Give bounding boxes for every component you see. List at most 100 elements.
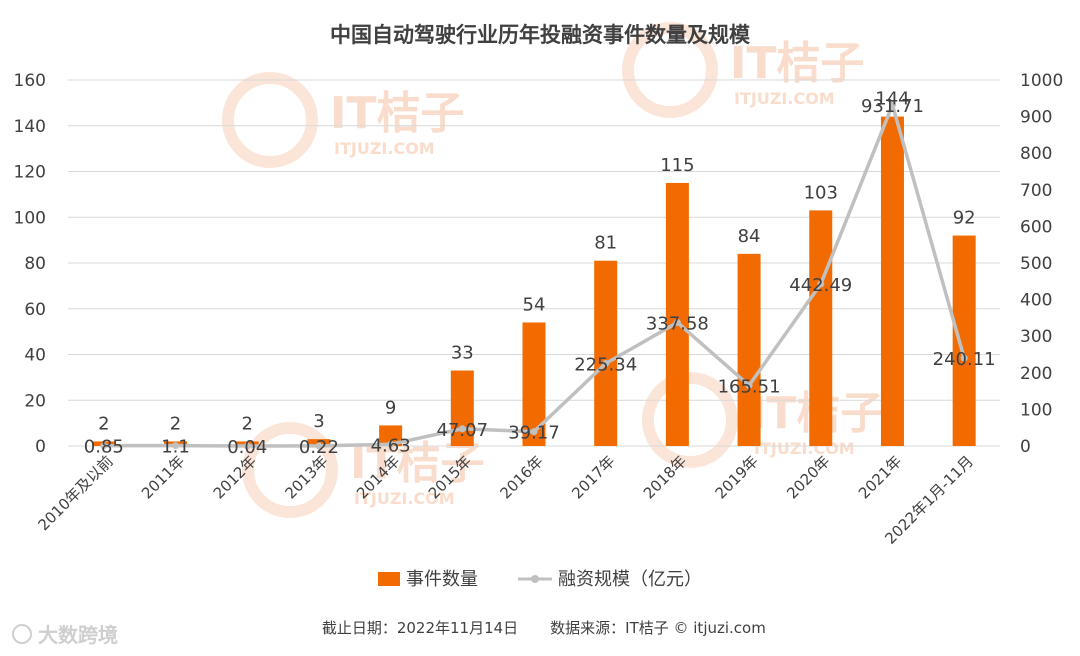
bar-data-labels: 2 2 2 3 9 33 54 81 115 84 103 144 92 [98, 89, 975, 435]
y-left-tick-label: 20 [24, 391, 46, 411]
line-value-label: 225.34 [574, 355, 637, 376]
line-point [673, 318, 681, 326]
line-value-label: 0.22 [299, 437, 339, 458]
bar-value-label: 2 [170, 413, 181, 434]
bar-value-label: 9 [385, 397, 396, 418]
y-left-tick-label: 100 [14, 208, 46, 228]
line-point [817, 280, 825, 288]
y-right-tick-label: 900 [1020, 108, 1052, 128]
legend-label-bar: 事件数量 [406, 569, 478, 590]
line-point [172, 442, 180, 450]
bar [379, 425, 403, 446]
y-left-tick-label: 160 [14, 71, 46, 91]
y-left-tick-label: 60 [24, 300, 46, 320]
y-right-tick-label: 0 [1020, 437, 1031, 457]
chart-title: 中国自动驾驶行业历年投融资事件数量及规模 [330, 23, 751, 47]
watermark-orange-icon [642, 372, 738, 468]
bar-value-label: 2 [242, 413, 253, 434]
bar [665, 182, 689, 446]
bar-value-label: 2 [98, 413, 109, 434]
line-value-label: 337.58 [646, 313, 709, 334]
line-point [530, 428, 538, 436]
watermark-brand: IT桔子 [730, 38, 864, 89]
line-point [100, 442, 108, 450]
y-right-tick-label: 700 [1020, 181, 1052, 201]
bar-value-label: 54 [523, 294, 546, 315]
y-right-tick-label: 100 [1020, 400, 1052, 420]
bar-value-label: 81 [594, 233, 617, 254]
y-axis-left: 0 20 40 60 80 100 120 140 160 [14, 71, 46, 457]
legend-label-line: 融资规模（亿元） [558, 569, 702, 590]
y-left-tick-label: 120 [14, 163, 46, 183]
x-tick-label: 2017年 [568, 452, 618, 502]
bar [522, 322, 546, 446]
legend: 事件数量 融资规模（亿元） [378, 569, 702, 590]
watermark-url: ITJUZI.COM [334, 139, 435, 158]
line-value-label: 240.11 [933, 349, 996, 370]
corner-logo: 大数跨境 [12, 623, 118, 647]
y-right-tick-label: 500 [1020, 254, 1052, 274]
footer-date: 截止日期：2022年11月14日 [322, 619, 518, 637]
y-axis-right: 0 100 200 300 400 500 600 700 800 900 1000 [1020, 71, 1063, 457]
line-value-label: 47.07 [437, 420, 489, 441]
line-value-label: 0.85 [84, 437, 124, 458]
x-tick-label: 2019年 [712, 452, 762, 502]
line-point [458, 425, 466, 433]
x-tick-label: 2021年 [855, 452, 905, 502]
logo-icon [12, 624, 32, 644]
bar-value-label: 33 [451, 343, 474, 364]
legend-swatch-bar [378, 572, 400, 586]
x-tick-label: 2016年 [496, 452, 546, 502]
line-point [960, 354, 968, 362]
watermark-orange-icon [222, 72, 318, 168]
line-value-label: 165.51 [718, 376, 781, 397]
x-tick-label: 2010年及以前 [35, 452, 117, 534]
bar [952, 235, 976, 446]
y-right-tick-label: 400 [1020, 291, 1052, 311]
x-tick-label: 2020年 [783, 452, 833, 502]
line-point [387, 440, 395, 448]
line-series [100, 101, 968, 450]
watermark-brand: IT桔子 [330, 88, 464, 139]
footer-source: 数据来源：IT桔子 © itjuzi.com [550, 619, 766, 637]
bar-value-label: 115 [660, 155, 694, 176]
y-right-tick-label: 800 [1020, 144, 1052, 164]
y-left-tick-label: 80 [24, 254, 46, 274]
bar-value-label: 84 [738, 226, 761, 247]
line-value-label: 39.17 [508, 423, 560, 444]
line-point [745, 381, 753, 389]
bar-value-label: 144 [875, 89, 909, 110]
bar [880, 116, 904, 446]
y-right-tick-label: 200 [1020, 364, 1052, 384]
line-value-label: 1.1 [161, 437, 190, 458]
bar-value-label: 103 [804, 182, 838, 203]
y-left-tick-label: 0 [35, 437, 46, 457]
x-tick-label: 2011年 [138, 452, 188, 502]
y-right-tick-label: 600 [1020, 217, 1052, 237]
watermark-url: ITJUZI.COM [734, 89, 835, 108]
bar [450, 370, 474, 446]
line-value-label: 4.63 [371, 435, 411, 456]
bar [809, 210, 833, 446]
line-value-label: 931.71 [861, 96, 924, 117]
bar-value-label: 3 [313, 411, 324, 432]
bar [737, 253, 761, 446]
y-right-tick-label: 1000 [1020, 71, 1063, 91]
watermark-url: ITJUZI.COM [754, 439, 855, 458]
line-point [315, 442, 323, 450]
line-point [243, 442, 251, 450]
line-value-label: 0.04 [227, 437, 267, 458]
x-axis: 2010年及以前 2011年 2012年 2013年 2014年 2015年 2016年 20… [35, 452, 977, 548]
line-point [602, 360, 610, 368]
y-left-tick-label: 40 [24, 346, 46, 366]
bar-value-label: 92 [953, 208, 976, 229]
line-value-label: 442.49 [789, 275, 852, 296]
logo-text: 大数跨境 [38, 623, 118, 647]
bar [594, 260, 618, 446]
line-data-labels: 0.85 1.1 0.04 0.22 4.63 47.07 39.17 225.34 337.5… [84, 96, 996, 458]
y-left-tick-label: 140 [14, 117, 46, 137]
line-point [888, 101, 896, 109]
legend-marker-line [531, 575, 539, 583]
